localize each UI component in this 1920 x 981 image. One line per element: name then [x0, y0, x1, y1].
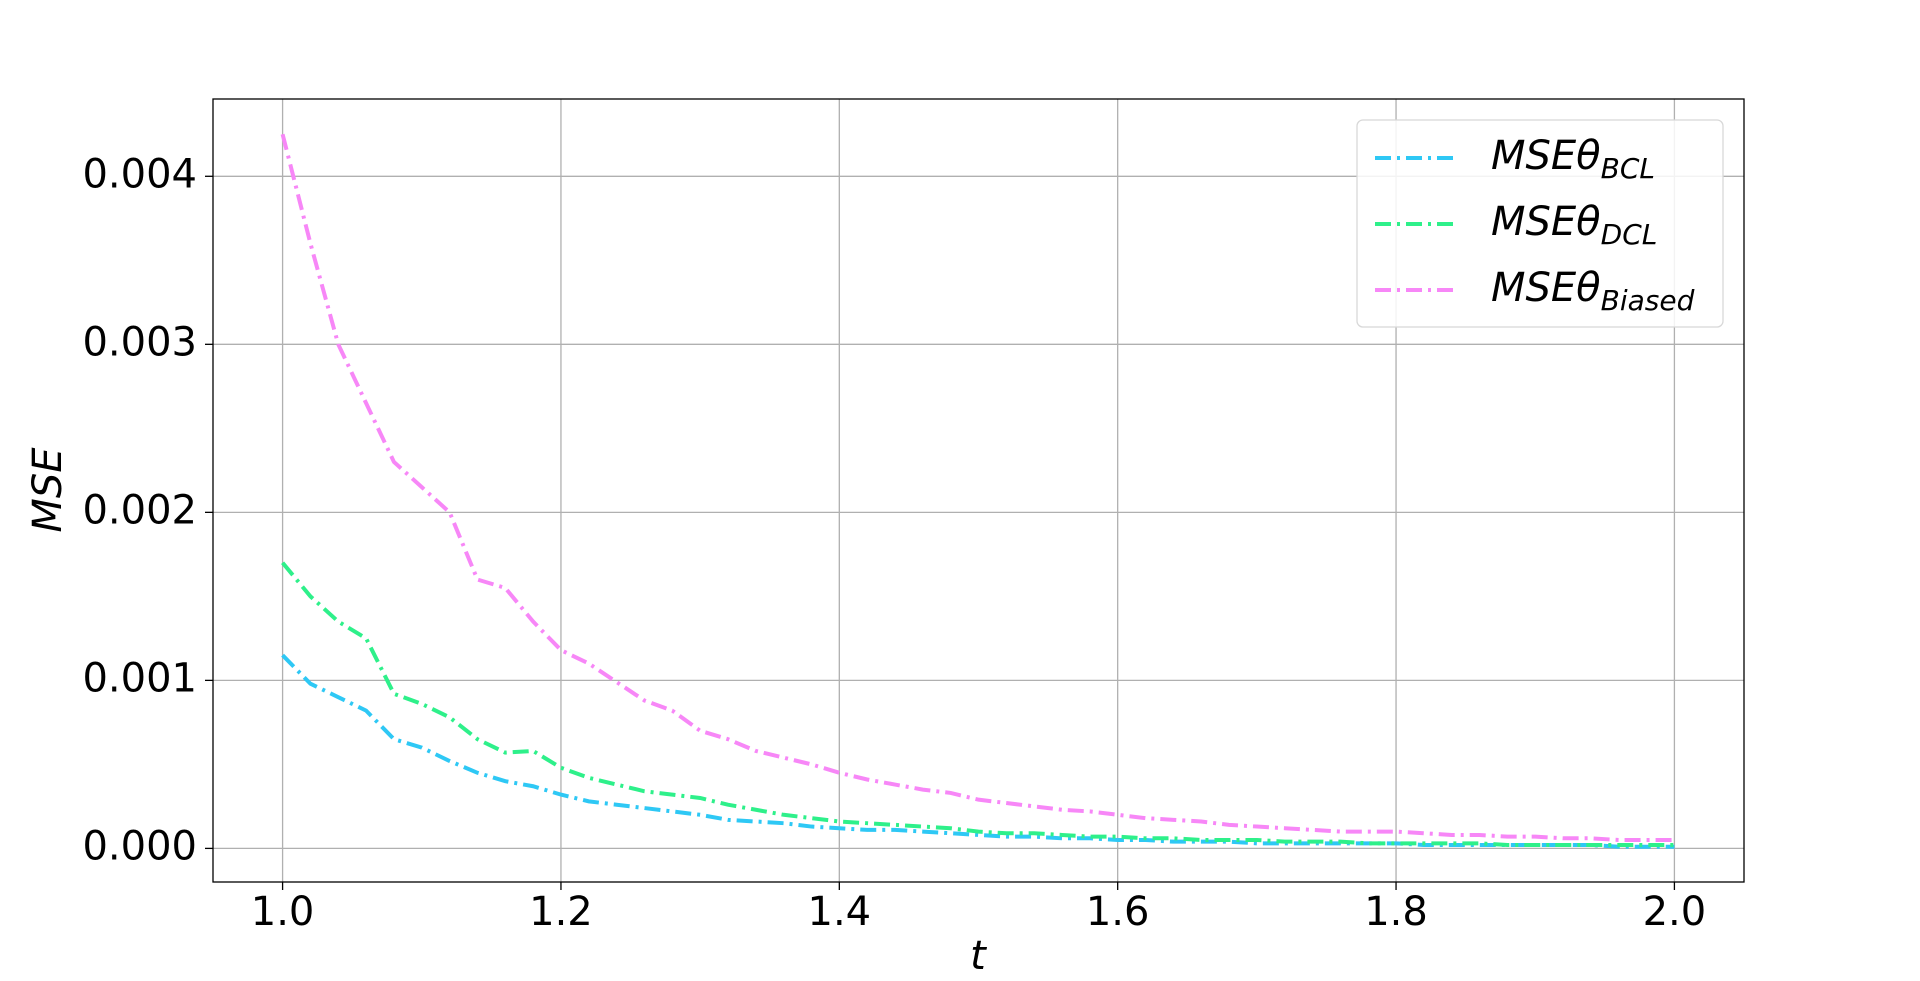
y-tick-label: 0.003 [82, 319, 197, 365]
legend-label: MSEθBiased [1491, 265, 1695, 317]
y-tick-label: 0.001 [82, 655, 197, 701]
legend-name: MSEθ [1491, 199, 1601, 245]
y-tick-label: 0.004 [82, 151, 197, 197]
series-line [280, 133, 1675, 842]
x-tick-label: 2.0 [1643, 889, 1707, 935]
legend-name: MSEθ [1491, 133, 1601, 179]
y-axis-label: MSE [25, 447, 71, 533]
y-tick-label: 0.000 [82, 823, 197, 869]
legend-subscript: Biased [1601, 284, 1695, 317]
y-tick-label: 0.002 [82, 487, 197, 533]
plot-frame [212, 98, 1745, 883]
legend-name: MSEθ [1491, 265, 1601, 311]
legend-subscript: BCL [1601, 152, 1655, 185]
series-line [281, 561, 1675, 848]
x-tick-label: 1.4 [808, 889, 872, 935]
legend-label: MSEθDCL [1491, 199, 1657, 251]
legend-subscript: DCL [1601, 218, 1658, 251]
x-axis-label: t [970, 933, 987, 979]
x-tick-label: 1.0 [251, 889, 315, 935]
legend-box [1356, 119, 1724, 328]
x-tick-label: 1.2 [529, 889, 593, 935]
legend-label: MSEθBCL [1491, 133, 1655, 185]
x-tick-label: 1.8 [1364, 889, 1428, 935]
x-tick-label: 1.6 [1086, 889, 1150, 935]
